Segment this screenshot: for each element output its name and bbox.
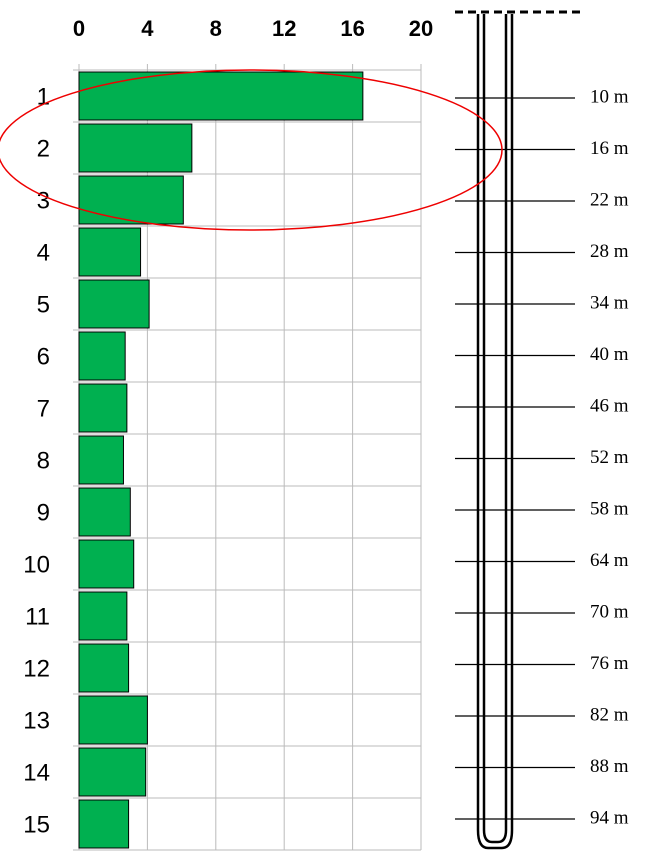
depth-label: 16 m — [590, 138, 629, 159]
bar — [78, 747, 147, 797]
category-label: 9 — [37, 499, 50, 526]
category-label: 5 — [37, 291, 50, 318]
bar — [78, 643, 130, 693]
x-tick-label: 8 — [210, 16, 222, 41]
depth-label: 58 m — [590, 498, 629, 519]
category-label: 3 — [37, 187, 50, 214]
depth-label: 46 m — [590, 395, 629, 416]
bar — [78, 487, 131, 537]
depth-label: 22 m — [590, 189, 629, 210]
category-label: 1 — [37, 83, 50, 110]
bar — [78, 539, 135, 589]
category-label: 12 — [23, 655, 50, 682]
bar — [78, 227, 142, 277]
x-tick-label: 4 — [141, 16, 154, 41]
depth-label: 40 m — [590, 344, 629, 365]
category-label: 7 — [37, 395, 50, 422]
x-tick-label: 0 — [73, 16, 85, 41]
x-tick-label: 12 — [272, 16, 296, 41]
bar — [78, 435, 124, 485]
category-label: 4 — [37, 239, 50, 266]
x-tick-label: 16 — [340, 16, 364, 41]
category-label: 2 — [37, 135, 50, 162]
depth-label: 10 m — [590, 86, 629, 107]
category-label: 8 — [37, 447, 50, 474]
bar — [78, 71, 364, 121]
depth-label: 94 m — [590, 807, 629, 828]
bar — [78, 799, 130, 849]
category-label: 15 — [23, 811, 50, 838]
category-label: 6 — [37, 343, 50, 370]
bar — [78, 279, 150, 329]
category-label: 10 — [23, 551, 50, 578]
depth-label: 28 m — [590, 241, 629, 262]
category-label: 11 — [25, 603, 50, 630]
category-label: 13 — [23, 707, 50, 734]
depth-label: 52 m — [590, 447, 629, 468]
depth-label: 76 m — [590, 653, 629, 674]
bar — [78, 695, 148, 745]
bar — [78, 591, 128, 641]
depth-label: 64 m — [590, 550, 629, 571]
borehole — [476, 14, 514, 850]
bar — [78, 331, 126, 381]
depth-label: 70 m — [590, 601, 629, 622]
category-label: 14 — [23, 759, 50, 786]
x-tick-label: 20 — [409, 16, 433, 41]
depth-label: 100 m — [590, 859, 638, 862]
depth-label: 88 m — [590, 756, 629, 777]
highlight-ellipse — [0, 69, 503, 231]
depth-label: 34 m — [590, 292, 629, 313]
bar — [78, 123, 193, 173]
bar — [78, 175, 184, 225]
bar — [78, 383, 128, 433]
depth-label: 82 m — [590, 704, 629, 725]
